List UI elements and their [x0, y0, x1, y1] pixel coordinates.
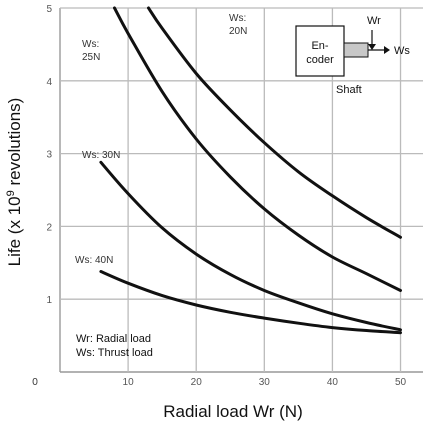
- series-curve: [99, 270, 402, 335]
- series-curve: [99, 160, 402, 332]
- series-curves: [99, 6, 402, 335]
- y-axis-label: Life (x 109 revolutions): [5, 98, 24, 267]
- x-tick-label: 20: [191, 377, 203, 388]
- series-curve: [147, 6, 402, 239]
- y-tick-labels: 1 2 3 4 5 0: [32, 4, 52, 388]
- y-tick-label: 5: [46, 4, 52, 15]
- series-label: Ws: 20N: [229, 13, 247, 37]
- shaft-label: Shaft: [336, 84, 362, 96]
- series-label: Ws: 30N: [82, 150, 120, 161]
- wr-arrow-head: [368, 44, 376, 50]
- wr-label: Wr: [367, 15, 381, 27]
- encoder-label-2: coder: [306, 54, 334, 66]
- y-tick-label: 1: [46, 295, 52, 306]
- encoder-label-1: En-: [311, 40, 328, 52]
- x-tick-label: 30: [259, 377, 271, 388]
- x-tick-labels: 0 10 20 30 40 50: [32, 377, 406, 388]
- y-tick-label: 3: [46, 150, 52, 161]
- x-tick-label: 10: [123, 377, 135, 388]
- y-tick-label: 4: [46, 77, 52, 88]
- legend-note-wr: Wr: Radial load: [76, 333, 151, 345]
- y-tick-label: 2: [46, 222, 52, 233]
- y-tick-label: 0: [32, 377, 38, 388]
- x-tick-label: 0: [32, 377, 38, 388]
- x-axis-label: Radial load Wr (N): [163, 402, 303, 421]
- series-label: Ws: 40N: [75, 255, 113, 266]
- x-tick-label: 40: [327, 377, 339, 388]
- legend-note: Wr: Radial load Ws: Thrust load: [76, 333, 153, 359]
- series-curve: [113, 6, 402, 292]
- series-labels: Ws: 20N Ws: 25N Ws: 30N Ws: 40N: [75, 13, 247, 266]
- shaft-load-inset: En- coder Wr Ws Shaft: [295, 15, 410, 96]
- ws-label: Ws: [394, 45, 410, 57]
- x-tick-label: 50: [395, 377, 407, 388]
- legend-note-ws: Ws: Thrust load: [76, 347, 153, 359]
- series-label: Ws: 25N: [82, 39, 100, 63]
- ws-arrow-head: [384, 46, 390, 54]
- shaft-shape: [343, 42, 369, 58]
